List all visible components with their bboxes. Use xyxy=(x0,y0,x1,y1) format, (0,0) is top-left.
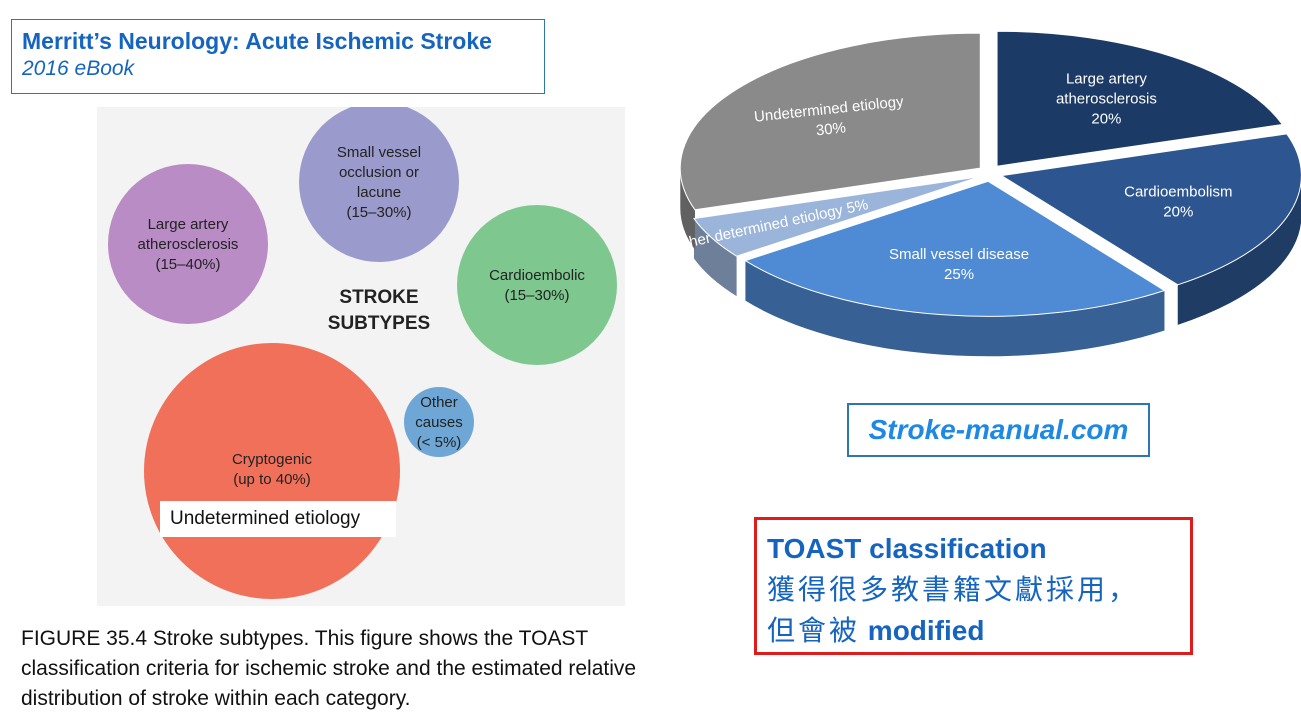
source-subtitle: 2016 eBook xyxy=(22,57,135,80)
pie-label-large-artery: 20% xyxy=(1091,110,1121,127)
figure-caption: FIGURE 35.4 Stroke subtypes. This figure… xyxy=(21,627,637,710)
source-title: Merritt’s Neurology: Acute Ischemic Stro… xyxy=(22,28,492,54)
site-link[interactable]: Stroke-manual.com xyxy=(868,414,1129,445)
pie-label-large-artery: atherosclerosis xyxy=(1056,90,1157,107)
bubble-label-other-causes: Other xyxy=(420,394,458,411)
site-box: Stroke-manual.com xyxy=(847,403,1150,457)
pie-label-undetermined: 30% xyxy=(815,119,847,139)
bubble-label-small-vessel: occlusion or xyxy=(339,164,419,181)
toast-line2: 獲得很多教書籍文獻採用， xyxy=(767,573,1140,606)
pie-slice-large-artery xyxy=(996,30,1284,167)
pie-slice-small-vessel xyxy=(744,180,1166,317)
bubble-label-small-vessel: (15–30%) xyxy=(346,204,411,221)
bubble-label-large-artery: (15–40%) xyxy=(155,256,220,273)
toast-line3: 但會被 modified xyxy=(767,610,1180,651)
pie-slice-undetermined xyxy=(679,32,981,211)
bubble-label-small-vessel: lacune xyxy=(357,184,401,201)
undetermined-etiology-label: Undetermined etiology xyxy=(160,501,396,537)
toast-line3-en: modified xyxy=(860,615,985,646)
pie-slice-other-determined xyxy=(693,176,980,257)
bubble-label-cryptogenic: (up to 40%) xyxy=(233,471,311,488)
pie-label-cardioembolism: Cardioembolism xyxy=(1124,183,1232,200)
bubble-label-other-causes: causes xyxy=(415,414,463,431)
pie-label-small-vessel: Small vessel disease xyxy=(889,246,1029,263)
pie-slice-cardioembolism xyxy=(999,133,1301,286)
pie-side-other-determined xyxy=(693,218,737,297)
pie-label-small-vessel: 25% xyxy=(944,266,974,283)
bubble-label-large-artery: Large artery xyxy=(148,216,229,233)
toast-note: TOAST classification 獲得很多教書籍文獻採用， 但會被 mo… xyxy=(754,517,1193,655)
bubble-label-large-artery: atherosclerosis xyxy=(138,236,239,253)
toast-line1: TOAST classification xyxy=(767,533,1047,564)
bubble-label-cardioembolic: (15–30%) xyxy=(504,287,569,304)
pie-side-small-vessel xyxy=(745,260,1165,357)
pie-side-undetermined xyxy=(680,168,695,250)
toast-line3-cjk: 但會被 xyxy=(767,614,861,647)
bubble-label-other-causes: (< 5%) xyxy=(417,434,462,451)
bubble-label-cryptogenic: Cryptogenic xyxy=(232,451,313,468)
bubble-label-cardioembolic: Cardioembolic xyxy=(489,267,585,284)
pie-label-cardioembolism: 20% xyxy=(1163,203,1193,220)
source-box: Merritt’s Neurology: Acute Ischemic Stro… xyxy=(11,19,545,94)
bubble-cardioembolic xyxy=(457,205,617,365)
bubble-label-small-vessel: Small vessel xyxy=(337,144,421,161)
stroke-subtypes-figure: Large artery atherosclerosis (15–40%) Small… xyxy=(97,107,625,606)
center-title-line1: STROKE xyxy=(339,287,418,308)
pie-side-cardioembolism xyxy=(1177,182,1301,325)
bubble-small-vessel xyxy=(299,107,459,262)
bubble-other-causes xyxy=(404,387,474,457)
bubble-large-artery xyxy=(108,164,268,324)
center-title-line2: SUBTYPES xyxy=(328,313,430,334)
pie-chart: Large artery atherosclerosis 20% Cardioembo… xyxy=(668,18,1301,398)
pie-label-large-artery: Large artery xyxy=(1066,70,1147,87)
